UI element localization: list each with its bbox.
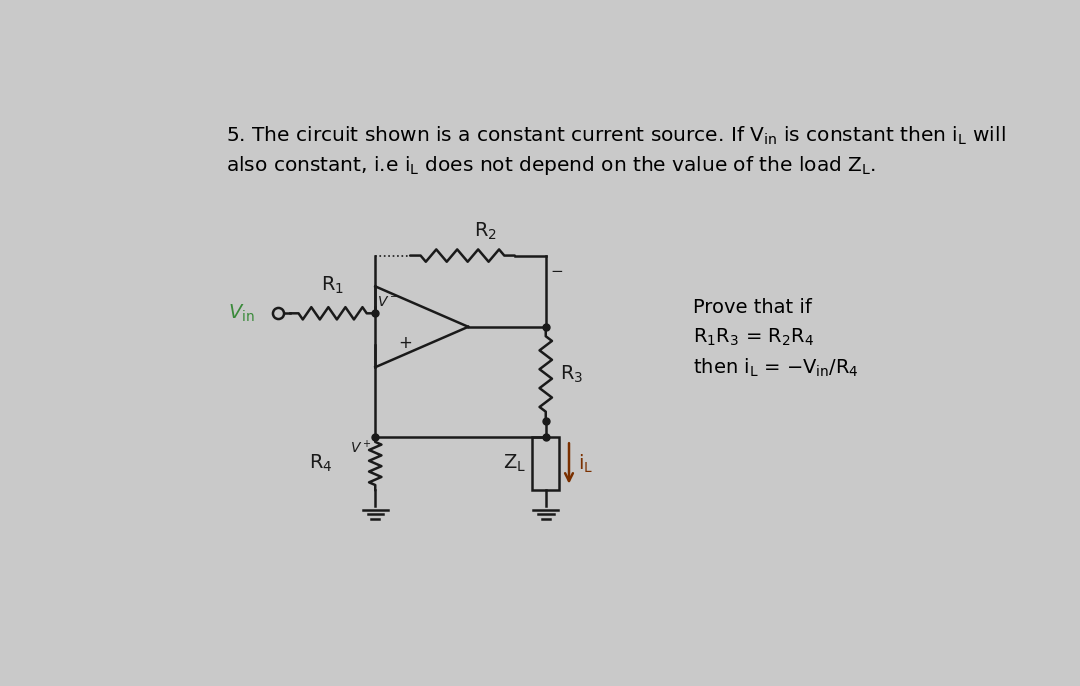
Text: $\mathrm{R_2}$: $\mathrm{R_2}$: [474, 220, 497, 241]
Text: $\mathrm{Z_L}$: $\mathrm{Z_L}$: [503, 453, 526, 474]
Text: $V^-$: $V^-$: [377, 296, 399, 309]
Text: R$_1$R$_3$ = R$_2$R$_4$: R$_1$R$_3$ = R$_2$R$_4$: [693, 327, 814, 348]
Text: $\mathrm{i_L}$: $\mathrm{i_L}$: [578, 452, 593, 475]
Bar: [532, 436, 559, 490]
Text: $\mathrm{R_1}$: $\mathrm{R_1}$: [321, 275, 345, 296]
Text: Prove that if: Prove that if: [693, 298, 812, 317]
Text: $\mathrm{R_4}$: $\mathrm{R_4}$: [309, 453, 333, 474]
Text: $-$: $-$: [550, 262, 563, 276]
Text: then i$_{\rm L}$ = $-$V$_{\rm in}$/R$_4$: then i$_{\rm L}$ = $-$V$_{\rm in}$/R$_4$: [693, 357, 859, 379]
Text: also constant, i.e i$_{\rm L}$ does not depend on the value of the load Z$_{\rm : also constant, i.e i$_{\rm L}$ does not …: [227, 154, 877, 177]
Text: $\mathrm{R_3}$: $\mathrm{R_3}$: [559, 364, 583, 385]
Text: $\mathit{V}_{\mathrm{in}}$: $\mathit{V}_{\mathrm{in}}$: [229, 303, 255, 324]
Text: +: +: [399, 334, 413, 352]
Text: $V^+$: $V^+$: [350, 439, 372, 456]
Text: 5. The circuit shown is a constant current source. If V$_{\rm in}$ is constant t: 5. The circuit shown is a constant curre…: [227, 125, 1007, 147]
